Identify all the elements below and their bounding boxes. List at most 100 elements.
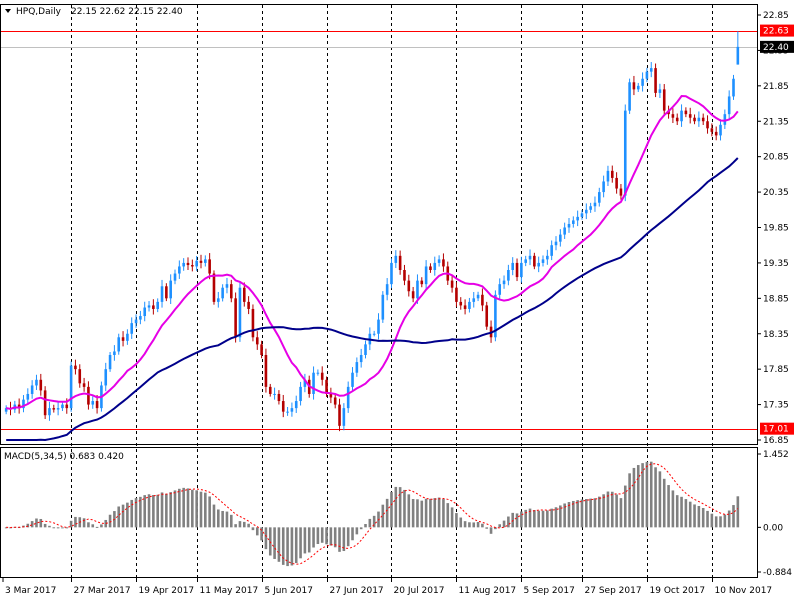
candle-body bbox=[4, 408, 8, 412]
candle-body bbox=[286, 411, 289, 413]
macd-bar bbox=[372, 515, 376, 528]
candle-body bbox=[208, 259, 211, 274]
macd-bar bbox=[355, 527, 359, 535]
candle-body bbox=[260, 344, 263, 355]
candle-body bbox=[95, 401, 99, 409]
candle-body bbox=[147, 305, 151, 308]
macd-tick-label: -0.884 bbox=[763, 568, 792, 578]
candle-body bbox=[26, 393, 30, 400]
macd-bar bbox=[515, 513, 519, 528]
time-tick-label: 3 Mar 2017 bbox=[5, 586, 56, 596]
time-tick-label: 5 Sep 2017 bbox=[524, 586, 575, 596]
macd-bar bbox=[476, 521, 480, 528]
macd-bar bbox=[559, 505, 562, 528]
candle-body bbox=[247, 301, 250, 309]
macd-bar bbox=[165, 493, 168, 528]
candle-body bbox=[221, 287, 224, 299]
candle-body bbox=[476, 294, 480, 299]
time-axis: 3 Mar 2017 27 Mar 2017 19 Apr 2017 11 May 2… bbox=[2, 577, 772, 596]
candle-body bbox=[481, 294, 484, 306]
candle-body bbox=[143, 307, 147, 317]
candle-body bbox=[217, 298, 220, 302]
candle-body bbox=[455, 287, 458, 302]
macd-bar bbox=[281, 527, 285, 565]
candle-body bbox=[160, 286, 164, 302]
candle-body bbox=[606, 170, 610, 182]
macd-bar bbox=[208, 496, 211, 528]
candle-body bbox=[602, 181, 605, 193]
candle-body bbox=[719, 124, 722, 136]
candle-body bbox=[87, 386, 90, 405]
macd-bar bbox=[169, 492, 172, 528]
candle-body bbox=[238, 287, 242, 338]
macd-bar bbox=[398, 487, 402, 528]
macd-bar bbox=[632, 467, 636, 528]
macd-bar bbox=[541, 510, 545, 528]
macd-bar bbox=[117, 506, 121, 528]
candle-body bbox=[385, 284, 389, 295]
candle-body bbox=[178, 266, 181, 274]
candle-body bbox=[662, 89, 666, 111]
candle-body bbox=[680, 110, 683, 122]
macd-bar bbox=[429, 498, 432, 528]
macd-bar bbox=[268, 527, 272, 556]
macd-bar bbox=[455, 513, 458, 528]
dropdown-triangle-icon[interactable] bbox=[5, 9, 11, 13]
candle-body bbox=[165, 286, 168, 299]
candle-body bbox=[619, 188, 623, 196]
macd-bar bbox=[26, 523, 30, 528]
time-tick-label: 27 Sep 2017 bbox=[585, 586, 642, 596]
candle-body bbox=[229, 284, 233, 299]
macd-bar bbox=[472, 522, 476, 528]
candle-body bbox=[325, 379, 328, 394]
candle-body bbox=[364, 344, 367, 355]
macd-bar bbox=[649, 461, 653, 528]
candle-body bbox=[550, 245, 553, 256]
candle-body bbox=[225, 284, 229, 288]
candle-body bbox=[580, 213, 584, 217]
macd-bar bbox=[723, 514, 727, 528]
candle-body bbox=[507, 270, 510, 281]
candle-body bbox=[494, 294, 497, 338]
macd-bar bbox=[294, 527, 298, 564]
macd-signal-line bbox=[6, 463, 739, 565]
macd-bar bbox=[260, 527, 263, 541]
candle-body bbox=[195, 260, 198, 267]
macd-bar bbox=[364, 524, 367, 528]
macd-bar bbox=[693, 504, 696, 528]
macd-bar bbox=[143, 495, 147, 528]
macd-bar bbox=[221, 510, 224, 528]
candle-body bbox=[251, 308, 255, 338]
candle-body bbox=[520, 262, 523, 278]
macd-bar bbox=[139, 496, 142, 528]
macd-bar bbox=[520, 511, 523, 528]
macd-bar bbox=[69, 520, 73, 528]
macd-bar bbox=[407, 494, 411, 528]
macd-bar bbox=[645, 461, 649, 528]
macd-bar bbox=[56, 527, 60, 529]
candle-body bbox=[39, 379, 43, 391]
candle-body bbox=[697, 117, 701, 122]
macd-bar bbox=[736, 496, 740, 528]
macd-bar bbox=[420, 500, 424, 528]
macd-bar bbox=[654, 467, 657, 528]
price-tick-label: 17.35 bbox=[763, 401, 789, 411]
macd-bar bbox=[104, 519, 108, 528]
macd-bar bbox=[290, 527, 294, 566]
candle-body bbox=[693, 117, 696, 122]
candle-body bbox=[108, 355, 112, 370]
macd-bar bbox=[178, 488, 181, 528]
candle-body bbox=[615, 177, 618, 189]
macd-bar bbox=[701, 507, 705, 528]
macd-bar bbox=[719, 516, 722, 528]
macd-bar bbox=[524, 509, 527, 528]
ma-fast-line bbox=[6, 94, 739, 410]
macd-bar bbox=[576, 500, 579, 528]
macd-bar bbox=[381, 504, 385, 528]
macd-bar bbox=[597, 496, 601, 528]
candle-body bbox=[48, 408, 51, 416]
candle-body bbox=[450, 280, 454, 288]
candle-body bbox=[563, 227, 566, 235]
macd-bar bbox=[550, 508, 553, 528]
macd-bar bbox=[273, 527, 276, 559]
